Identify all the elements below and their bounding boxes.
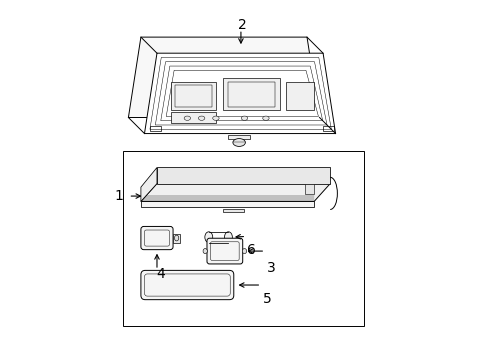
Ellipse shape	[212, 116, 219, 120]
Ellipse shape	[184, 116, 190, 120]
FancyBboxPatch shape	[141, 270, 233, 300]
Text: 6: 6	[247, 243, 256, 257]
Polygon shape	[223, 78, 280, 111]
Text: 1: 1	[114, 189, 123, 203]
Ellipse shape	[203, 249, 207, 253]
Polygon shape	[228, 135, 249, 139]
Ellipse shape	[262, 116, 268, 120]
Polygon shape	[171, 112, 216, 123]
FancyBboxPatch shape	[141, 226, 173, 249]
Polygon shape	[171, 82, 216, 111]
Polygon shape	[141, 202, 313, 207]
FancyBboxPatch shape	[206, 238, 242, 264]
Ellipse shape	[224, 232, 232, 243]
Ellipse shape	[232, 139, 245, 147]
Bar	[123, 152, 364, 327]
Ellipse shape	[174, 235, 179, 241]
Polygon shape	[144, 53, 335, 134]
Text: 3: 3	[266, 261, 275, 275]
Ellipse shape	[204, 232, 212, 243]
Polygon shape	[157, 167, 329, 184]
Polygon shape	[128, 37, 319, 117]
Polygon shape	[173, 234, 180, 243]
Polygon shape	[223, 208, 244, 212]
Text: 2: 2	[238, 18, 246, 32]
Polygon shape	[285, 82, 313, 111]
Text: 4: 4	[156, 267, 164, 280]
Ellipse shape	[241, 116, 247, 120]
Polygon shape	[305, 184, 313, 194]
Polygon shape	[141, 167, 157, 202]
Ellipse shape	[198, 116, 204, 120]
Text: 5: 5	[263, 292, 271, 306]
Ellipse shape	[242, 249, 246, 253]
Polygon shape	[141, 184, 329, 202]
